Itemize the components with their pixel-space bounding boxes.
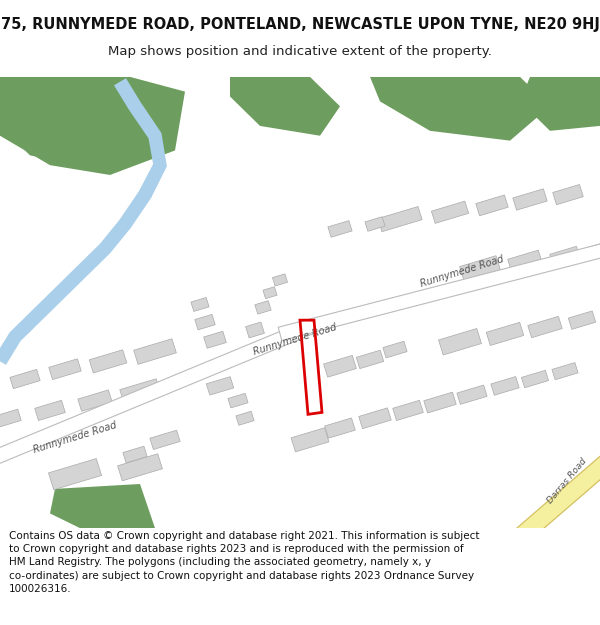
- Polygon shape: [49, 359, 81, 379]
- Polygon shape: [513, 189, 547, 210]
- Polygon shape: [203, 331, 226, 348]
- Polygon shape: [118, 454, 163, 481]
- Polygon shape: [393, 400, 423, 421]
- Text: 75, RUNNYMEDE ROAD, PONTELAND, NEWCASTLE UPON TYNE, NE20 9HJ: 75, RUNNYMEDE ROAD, PONTELAND, NEWCASTLE…: [1, 17, 599, 32]
- Polygon shape: [491, 376, 519, 395]
- Polygon shape: [0, 78, 167, 365]
- Polygon shape: [236, 411, 254, 425]
- Polygon shape: [457, 385, 487, 404]
- Polygon shape: [424, 392, 456, 413]
- Text: Runnymede Road: Runnymede Road: [32, 421, 118, 456]
- Text: Darras Road: Darras Road: [545, 457, 589, 506]
- Text: Runnymede Road: Runnymede Road: [419, 254, 505, 289]
- Polygon shape: [378, 206, 422, 232]
- Polygon shape: [359, 408, 391, 429]
- Polygon shape: [439, 329, 481, 355]
- Polygon shape: [521, 370, 548, 388]
- Polygon shape: [568, 311, 596, 329]
- Polygon shape: [195, 314, 215, 330]
- Polygon shape: [120, 379, 160, 402]
- Polygon shape: [0, 409, 21, 428]
- Polygon shape: [460, 256, 500, 281]
- Polygon shape: [553, 184, 583, 205]
- Polygon shape: [383, 341, 407, 358]
- Polygon shape: [245, 322, 265, 338]
- Polygon shape: [508, 250, 542, 272]
- Polygon shape: [255, 301, 271, 314]
- Polygon shape: [278, 242, 600, 341]
- Polygon shape: [123, 446, 147, 463]
- Polygon shape: [291, 428, 329, 452]
- Polygon shape: [325, 418, 355, 438]
- Polygon shape: [35, 400, 65, 421]
- Polygon shape: [356, 350, 384, 369]
- Polygon shape: [550, 246, 580, 266]
- Polygon shape: [552, 362, 578, 380]
- Polygon shape: [528, 316, 562, 338]
- Text: Runnymede Road: Runnymede Road: [252, 322, 338, 357]
- Polygon shape: [583, 242, 600, 260]
- Polygon shape: [89, 350, 127, 373]
- Polygon shape: [323, 356, 356, 377]
- Polygon shape: [520, 77, 600, 131]
- Polygon shape: [191, 298, 209, 311]
- Polygon shape: [0, 77, 100, 136]
- Polygon shape: [50, 484, 155, 528]
- Polygon shape: [228, 393, 248, 408]
- Polygon shape: [263, 287, 277, 299]
- Polygon shape: [328, 221, 352, 238]
- Polygon shape: [0, 320, 313, 466]
- Polygon shape: [0, 77, 185, 175]
- Text: Contains OS data © Crown copyright and database right 2021. This information is : Contains OS data © Crown copyright and d…: [9, 531, 479, 594]
- Polygon shape: [10, 369, 40, 389]
- Polygon shape: [476, 195, 508, 216]
- Polygon shape: [365, 217, 385, 231]
- Polygon shape: [479, 453, 600, 574]
- Polygon shape: [134, 339, 176, 364]
- Polygon shape: [486, 322, 524, 346]
- Polygon shape: [78, 390, 112, 411]
- Polygon shape: [370, 77, 550, 141]
- Polygon shape: [206, 377, 234, 395]
- Polygon shape: [49, 459, 101, 490]
- Polygon shape: [230, 77, 340, 136]
- Polygon shape: [150, 430, 180, 449]
- Text: Map shows position and indicative extent of the property.: Map shows position and indicative extent…: [108, 44, 492, 58]
- Polygon shape: [0, 77, 160, 165]
- Polygon shape: [272, 274, 287, 286]
- Polygon shape: [431, 201, 469, 223]
